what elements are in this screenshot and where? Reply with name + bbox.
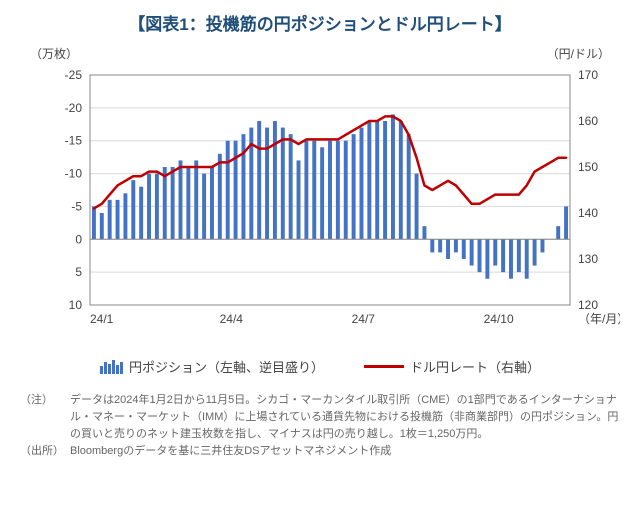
svg-text:150: 150	[578, 160, 598, 174]
svg-text:-15: -15	[65, 134, 83, 148]
svg-text:130: 130	[578, 252, 598, 266]
svg-text:160: 160	[578, 114, 598, 128]
note-label: （注）	[20, 392, 70, 443]
legend-line-label: ドル円レート（右軸）	[410, 357, 540, 376]
svg-text:5: 5	[75, 265, 82, 279]
svg-text:（年/月）: （年/月）	[578, 312, 620, 326]
svg-text:10: 10	[69, 298, 83, 312]
svg-text:120: 120	[578, 298, 598, 312]
svg-text:0: 0	[75, 232, 82, 246]
legend-bars-icon	[100, 360, 123, 374]
svg-text:-25: -25	[65, 68, 83, 82]
chart-svg: -25 -20 -15 -10 -5 0 5 10 120 130 140 150 160 170 24/1…	[20, 45, 620, 345]
svg-text:140: 140	[578, 206, 598, 220]
left-axis-label: （万枚）	[30, 45, 78, 62]
source-label: （出所）	[20, 443, 70, 460]
svg-text:-10: -10	[65, 167, 83, 181]
legend: 円ポジション（左軸、逆目盛り） ドル円レート（右軸）	[20, 357, 620, 376]
source-text: Bloombergのデータを基に三井住友DSアセットマネジメント作成	[70, 443, 620, 460]
svg-text:170: 170	[578, 68, 598, 82]
svg-text:-5: -5	[71, 199, 82, 213]
notes: （注） データは2024年1月2日から11月5日。シカゴ・マーカンタイル取引所（…	[20, 392, 620, 460]
right-axis-label: （円/ドル）	[547, 45, 610, 62]
svg-text:24/7: 24/7	[352, 312, 376, 326]
svg-text:24/10: 24/10	[484, 312, 514, 326]
svg-text:24/4: 24/4	[220, 312, 244, 326]
chart-title: 【図表1：投機筋の円ポジションとドル円レート】	[20, 10, 620, 35]
legend-bars: 円ポジション（左軸、逆目盛り）	[100, 357, 324, 376]
legend-bars-label: 円ポジション（左軸、逆目盛り）	[129, 357, 324, 376]
legend-line: ドル円レート（右軸）	[364, 357, 540, 376]
chart-container: （万枚） （円/ドル） -25 -20 -15 -10 -5 0 5 10 120 130 140 1…	[20, 45, 620, 345]
note-text: データは2024年1月2日から11月5日。シカゴ・マーカンタイル取引所（CME）…	[70, 392, 620, 443]
svg-text:-20: -20	[65, 101, 83, 115]
legend-line-icon	[364, 365, 404, 368]
svg-text:24/1: 24/1	[90, 312, 114, 326]
